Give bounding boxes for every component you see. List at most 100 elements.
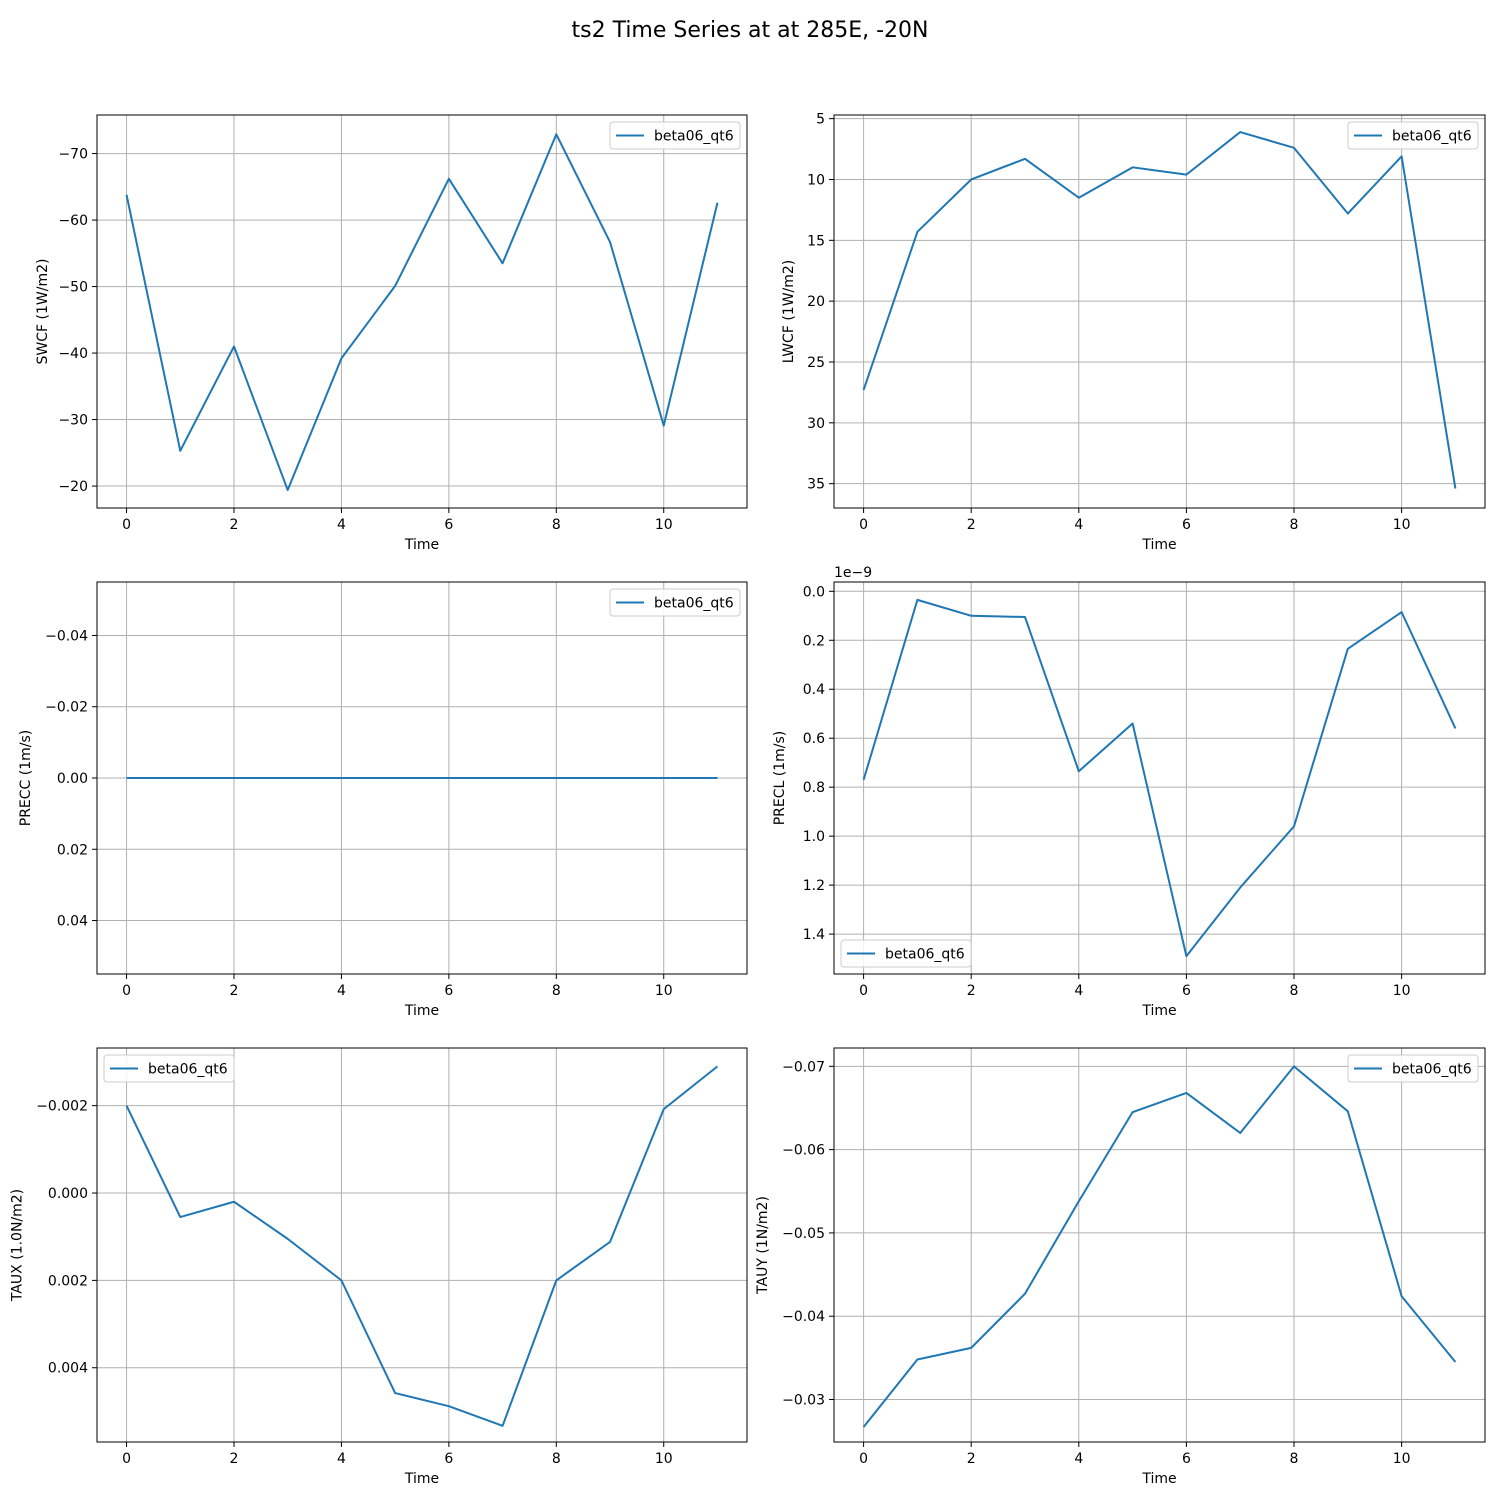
x-tick-label: 10	[655, 983, 673, 999]
x-tick-label: 4	[337, 517, 346, 533]
x-tick-label: 10	[1393, 983, 1411, 999]
y-axis-label: TAUX (1.0N/m2)	[9, 1189, 25, 1302]
x-tick-label: 8	[552, 1451, 561, 1467]
x-tick-label: 6	[1182, 983, 1191, 999]
y-tick-label: −50	[58, 280, 88, 296]
x-tick-label: 4	[337, 1451, 346, 1467]
x-tick-label: 6	[444, 983, 453, 999]
legend-label: beta06_qt6	[654, 596, 734, 612]
legend-box	[103, 1054, 235, 1083]
legend: beta06_qt6	[840, 939, 972, 968]
y-tick-label: 0.002	[48, 1273, 88, 1289]
y-tick-label: −0.02	[45, 700, 88, 716]
subplot-2: 0 2 4 6 8 10 5 10 15 20 25 30 35 Time LWCF (1W/m2) beta…	[781, 112, 1486, 553]
y-tick-label: 0.8	[803, 780, 825, 796]
x-tick-label: 0	[859, 517, 868, 533]
y-tick-label: 5	[816, 112, 825, 128]
y-tick-label: −0.04	[782, 1309, 825, 1325]
x-tick-label: 6	[1182, 517, 1191, 533]
y-tick-label: 30	[807, 416, 825, 432]
legend-label: beta06_qt6	[885, 947, 965, 963]
x-tick-label: 4	[1074, 983, 1083, 999]
x-tick-label: 8	[552, 983, 561, 999]
y-tick-label: 0.004	[48, 1361, 88, 1377]
y-tick-label: −0.05	[782, 1226, 825, 1242]
x-tick-label: 8	[552, 517, 561, 533]
legend: beta06_qt6	[1347, 1054, 1479, 1083]
figure-title: ts2 Time Series at at 285E, -20N	[571, 18, 928, 43]
legend-label: beta06_qt6	[654, 129, 734, 145]
y-tick-label: −70	[58, 147, 88, 163]
y-tick-label: −0.07	[782, 1059, 825, 1075]
x-tick-label: 10	[655, 517, 673, 533]
x-axis-label: Time	[1141, 1003, 1176, 1019]
y-tick-label: 0.04	[57, 914, 88, 930]
x-tick-label: 2	[230, 517, 239, 533]
axes-frame	[833, 114, 1486, 509]
y-tick-label: −30	[58, 413, 88, 429]
y-tick-label: 1.0	[803, 829, 825, 845]
y-tick-label: 10	[807, 172, 825, 188]
y-tick-label: 1.2	[803, 878, 825, 894]
x-tick-label: 0	[122, 1451, 131, 1467]
subplot-5: 0 2 4 6 8 10 −0.002 0.000 0.002 0.004 Time TAUX (1.…	[9, 1047, 748, 1487]
x-tick-label: 10	[1393, 517, 1411, 533]
axes-frame	[96, 114, 748, 509]
series-line-beta06_qt6	[125, 1065, 719, 1427]
x-tick-label: 0	[122, 983, 131, 999]
legend: beta06_qt6	[609, 588, 741, 617]
y-tick-label: −0.002	[36, 1099, 88, 1115]
x-tick-label: 2	[967, 1451, 976, 1467]
x-tick-label: 10	[655, 1451, 673, 1467]
series-line-beta06_qt6	[125, 133, 719, 492]
legend: beta06_qt6	[103, 1054, 235, 1083]
y-axis-label: SWCF (1W/m2)	[35, 259, 51, 365]
y-tick-label: 0.000	[48, 1186, 88, 1202]
axes-frame	[833, 1047, 1486, 1443]
series-line-beta06_qt6	[862, 598, 1457, 958]
x-axis-label: Time	[1141, 537, 1176, 553]
x-tick-label: 0	[859, 983, 868, 999]
x-tick-label: 6	[444, 1451, 453, 1467]
y-tick-label: 25	[807, 355, 825, 371]
y-tick-label: 15	[807, 233, 825, 249]
y-offset-text: 1e−9	[834, 565, 872, 581]
legend-box	[1347, 1054, 1479, 1083]
x-axis-label: Time	[404, 1003, 439, 1019]
y-tick-label: −0.04	[45, 628, 88, 644]
subplot-4: 0 2 4 6 8 10 0.0 0.2 0.4 0.6 0.8 1.0 1.2 1.4 Time PRECL…	[772, 565, 1486, 1019]
legend-label: beta06_qt6	[148, 1062, 228, 1078]
y-axis-label: PRECC (1m/s)	[18, 730, 34, 827]
x-axis-label: Time	[404, 1471, 439, 1487]
y-tick-label: 0.4	[803, 682, 825, 698]
x-tick-label: 2	[230, 1451, 239, 1467]
legend: beta06_qt6	[609, 121, 741, 150]
y-axis-label: LWCF (1W/m2)	[781, 260, 797, 364]
y-tick-label: 0.2	[803, 633, 825, 649]
x-tick-label: 2	[967, 983, 976, 999]
x-tick-label: 0	[859, 1451, 868, 1467]
y-tick-label: 20	[807, 294, 825, 310]
subplot-6: 0 2 4 6 8 10 −0.07 −0.06 −0.05 −0.04 −0.03 Time TAUY…	[755, 1047, 1486, 1487]
x-tick-label: 4	[337, 983, 346, 999]
y-tick-label: 0.0	[803, 584, 825, 600]
subplot-1: 0 2 4 6 8 10 −70 −60 −50 −40 −30 −20 Time SWCF (1W/m2…	[35, 114, 748, 553]
x-tick-label: 6	[444, 517, 453, 533]
y-tick-label: 0.6	[803, 731, 825, 747]
axes-frame	[833, 581, 1486, 975]
y-axis-label: PRECL (1m/s)	[772, 731, 788, 826]
series-line-beta06_qt6	[862, 131, 1457, 489]
x-axis-label: Time	[404, 537, 439, 553]
y-tick-label: 0.00	[57, 771, 88, 787]
x-tick-label: 8	[1290, 517, 1299, 533]
x-tick-label: 2	[230, 983, 239, 999]
x-tick-label: 8	[1290, 983, 1299, 999]
y-tick-label: −0.06	[782, 1143, 825, 1159]
y-tick-label: 1.4	[803, 927, 825, 943]
axes-frame	[96, 1047, 748, 1443]
x-tick-label: 4	[1074, 517, 1083, 533]
y-tick-label: 35	[807, 477, 825, 493]
legend-box	[609, 121, 741, 150]
legend-box	[1347, 121, 1479, 150]
